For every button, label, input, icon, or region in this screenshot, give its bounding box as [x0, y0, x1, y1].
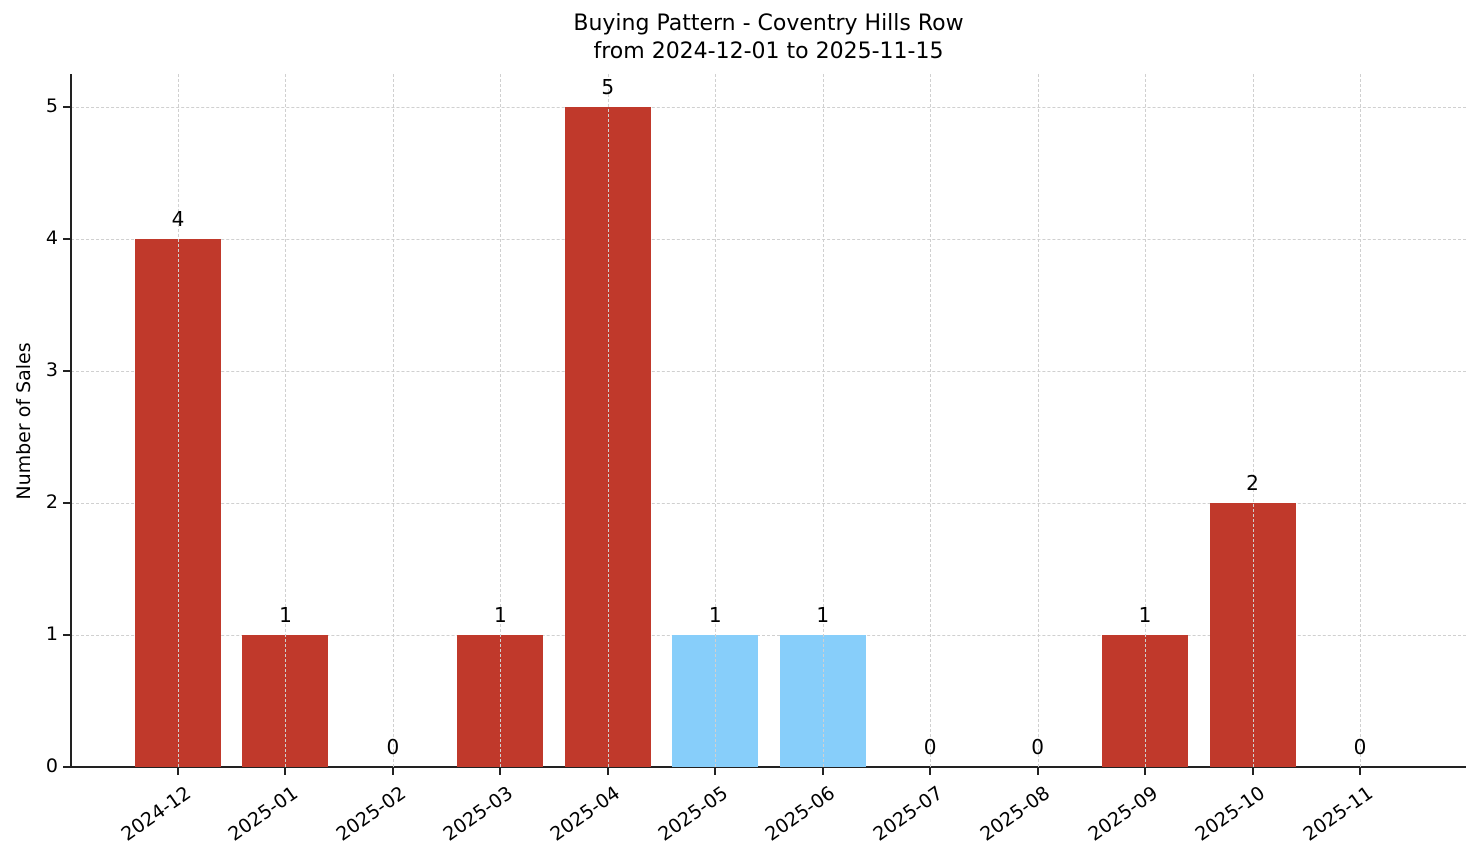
x-tick-label: 2024-12 [116, 782, 195, 846]
plot-area: 4 1 0 1 5 1 1 0 0 1 2 0 [71, 74, 1466, 767]
x-tick [1251, 767, 1254, 775]
y-tick-label: 1 [45, 623, 58, 645]
bar-value-label: 1 [279, 603, 292, 627]
grid-line-vertical [500, 74, 502, 767]
x-tick [714, 767, 717, 775]
x-tick [821, 767, 824, 775]
bar-value-label: 5 [601, 75, 615, 99]
grid-line-vertical [178, 74, 179, 767]
x-tick-label: 2025-02 [331, 782, 410, 846]
grid-line-vertical [285, 74, 287, 767]
x-tick [284, 767, 287, 775]
y-tick [63, 634, 71, 636]
bar-value-label: 0 [386, 735, 400, 759]
grid-line-vertical [1037, 74, 1039, 767]
x-tick-label: 2025-07 [869, 782, 947, 846]
bar-value-label: 1 [1138, 603, 1152, 627]
x-tick [1358, 767, 1361, 775]
grid-line-vertical [822, 74, 824, 767]
chart-subtitle: from 2024-12-01 to 2025-11-15 [593, 39, 944, 64]
y-tick-label: 4 [45, 227, 58, 249]
grid-line-horizontal [71, 239, 1466, 240]
y-tick-label: 5 [45, 95, 58, 117]
x-tick-label: 2025-09 [1084, 782, 1162, 846]
grid-line-vertical [1252, 74, 1254, 767]
bar-value-label: 2 [1246, 471, 1259, 495]
y-tick [63, 106, 71, 108]
x-tick [1144, 767, 1147, 775]
x-tick [391, 767, 394, 775]
bar-value-label: 0 [1031, 735, 1044, 759]
grid-line-horizontal [71, 107, 1466, 108]
x-tick [499, 767, 502, 775]
chart-title: Buying Pattern - Coventry Hills Row from… [0, 10, 1481, 66]
x-tick [929, 767, 932, 775]
chart-title-main: Buying Pattern - Coventry Hills Row [573, 11, 964, 36]
grid-line-vertical [607, 74, 609, 767]
x-tick [1036, 767, 1039, 775]
y-tick [63, 502, 71, 504]
y-axis-line [70, 74, 72, 768]
x-axis-line [70, 766, 1466, 768]
bar-value-label: 0 [923, 735, 937, 759]
x-tick-label: 2025-04 [546, 782, 625, 846]
x-tick-label: 2025-03 [439, 782, 517, 846]
grid-line-vertical [715, 74, 717, 767]
y-tick-label: 2 [45, 491, 58, 513]
x-tick [177, 767, 179, 775]
y-tick-label: 3 [45, 359, 58, 381]
grid-line-horizontal [71, 635, 1466, 636]
y-tick [63, 238, 71, 240]
x-tick-label: 2025-01 [224, 782, 303, 846]
grid-line-vertical [1145, 74, 1147, 767]
bar-value-label: 1 [708, 603, 722, 627]
x-tick-label: 2025-05 [654, 782, 732, 846]
bar-value-label: 1 [493, 603, 507, 627]
grid-line-horizontal [71, 503, 1466, 504]
x-tick [606, 767, 609, 775]
bar-value-label: 0 [1353, 735, 1367, 759]
x-tick-label: 2025-10 [1191, 782, 1270, 846]
x-tick-label: 2025-11 [1298, 782, 1377, 846]
grid-line-horizontal [71, 371, 1466, 372]
x-tick-label: 2025-06 [761, 782, 840, 846]
y-tick [63, 766, 71, 768]
grid-line-vertical [392, 74, 394, 767]
x-tick-label: 2025-08 [976, 782, 1055, 846]
bar-value-label: 4 [171, 207, 185, 231]
grid-line-vertical [1359, 74, 1361, 767]
bar-value-label: 1 [816, 603, 830, 627]
y-tick-label: 0 [45, 755, 58, 777]
y-tick [63, 370, 71, 372]
grid-line-vertical [930, 74, 932, 767]
